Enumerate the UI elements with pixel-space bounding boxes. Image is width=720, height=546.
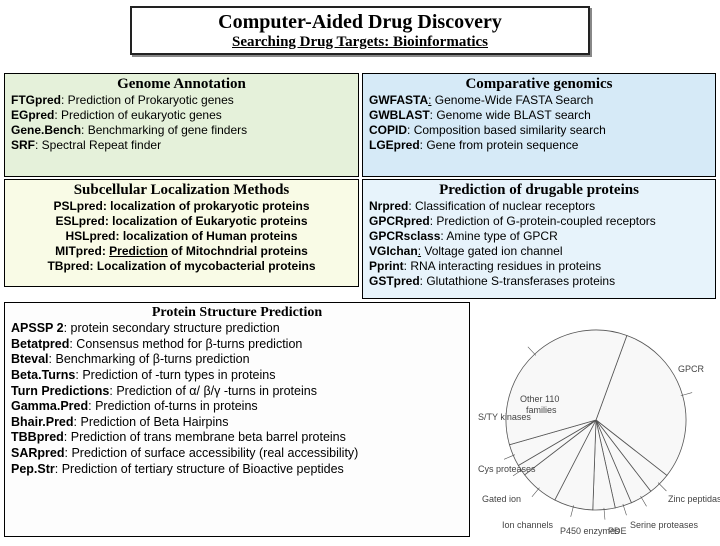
list-item: Turn Predictions: Prediction of α/ β/γ -…: [11, 384, 463, 400]
body-comparative: GWFASTA: Genome-Wide FASTA SearchGWBLAST…: [369, 93, 709, 153]
list-item: SARpred: Prediction of surface accessibi…: [11, 446, 463, 462]
pie-slice-label: Cys proteases: [478, 464, 536, 474]
list-item: MITpred: Prediction of Mitochndrial prot…: [11, 244, 352, 259]
heading-subcell: Subcellular Localization Methods: [11, 182, 352, 199]
pie-chart-drug-target-families: GPCRZinc peptidasesSerine proteasesPDEP4…: [480, 304, 712, 536]
list-item: SRF: Spectral Repeat finder: [11, 138, 352, 153]
list-item: GPCRsclass: Amine type of GPCR: [369, 229, 709, 244]
heading-protstruct: Protein Structure Prediction: [11, 305, 463, 321]
list-item: TBpred: Localization of mycobacterial pr…: [11, 259, 352, 274]
list-item: Pep.Str: Prediction of tertiary structur…: [11, 462, 463, 478]
list-item: Gamma.Pred: Prediction of-turns in prote…: [11, 399, 463, 415]
body-drugprot: Nrpred: Classification of nuclear recept…: [369, 199, 709, 289]
list-item: VGIchan: Voltage gated ion channel: [369, 244, 709, 259]
heading-comparative: Comparative genomics: [369, 76, 709, 93]
pie-slice-label: families: [526, 405, 557, 415]
pie-slice-label: Other 110: [520, 394, 559, 404]
list-item: Nrpred: Classification of nuclear recept…: [369, 199, 709, 214]
body-genome: FTGpred: Prediction of Prokaryotic genes…: [11, 93, 352, 153]
pie-slice-label: P450 enzymes: [560, 526, 620, 536]
heading-drugprot: Prediction of drugable proteins: [369, 182, 709, 199]
list-item: GSTpred: Glutathione S-transferases prot…: [369, 274, 709, 289]
list-item: ESLpred: localization of Eukaryotic prot…: [11, 214, 352, 229]
panel-protein-structure: Protein Structure Prediction APSSP 2: pr…: [4, 302, 470, 537]
body-subcell: PSLpred: localization of prokaryotic pro…: [11, 199, 352, 274]
list-item: GPCRpred: Prediction of G-protein-couple…: [369, 214, 709, 229]
pie-slice-label: S/TY kinases: [478, 412, 531, 422]
title-box: Computer-Aided Drug Discovery Searching …: [130, 6, 590, 55]
list-item: Gene.Bench: Benchmarking of gene finders: [11, 123, 352, 138]
list-item: Bhair.Pred: Prediction of Beta Hairpins: [11, 415, 463, 431]
list-item: GWBLAST: Genome wide BLAST search: [369, 108, 709, 123]
list-item: LGEpred: Gene from protein sequence: [369, 138, 709, 153]
list-item: TBBpred: Prediction of trans membrane be…: [11, 430, 463, 446]
panel-drugable-proteins: Prediction of drugable proteins Nrpred: …: [362, 179, 716, 299]
pie-slice-label: Gated ion: [482, 494, 521, 504]
title-sub: Searching Drug Targets: Bioinformatics: [140, 34, 580, 51]
body-protstruct: APSSP 2: protein secondary structure pre…: [11, 321, 463, 477]
pie-slice-label: GPCR: [678, 364, 704, 374]
list-item: GWFASTA: Genome-Wide FASTA Search: [369, 93, 709, 108]
heading-genome: Genome Annotation: [11, 76, 352, 93]
pie-slice-label: Ion channels: [502, 520, 553, 530]
pie-slice-label: Zinc peptidases: [668, 494, 720, 504]
list-item: COPID: Composition based similarity sear…: [369, 123, 709, 138]
title-main: Computer-Aided Drug Discovery: [140, 11, 580, 34]
panel-subcellular-localization: Subcellular Localization Methods PSLpred…: [4, 179, 359, 287]
list-item: HSLpred: localization of Human proteins: [11, 229, 352, 244]
list-item: Betatpred: Consensus method for β-turns …: [11, 337, 463, 353]
panel-comparative-genomics: Comparative genomics GWFASTA: Genome-Wid…: [362, 73, 716, 177]
list-item: Pprint: RNA interacting residues in prot…: [369, 259, 709, 274]
panel-genome-annotation: Genome Annotation FTGpred: Prediction of…: [4, 73, 359, 177]
list-item: EGpred: Prediction of eukaryotic genes: [11, 108, 352, 123]
list-item: PSLpred: localization of prokaryotic pro…: [11, 199, 352, 214]
list-item: FTGpred: Prediction of Prokaryotic genes: [11, 93, 352, 108]
list-item: Beta.Turns: Prediction of -turn types in…: [11, 368, 463, 384]
list-item: Bteval: Benchmarking of β-turns predicti…: [11, 352, 463, 368]
list-item: APSSP 2: protein secondary structure pre…: [11, 321, 463, 337]
pie-slice-label: Serine proteases: [630, 520, 698, 530]
